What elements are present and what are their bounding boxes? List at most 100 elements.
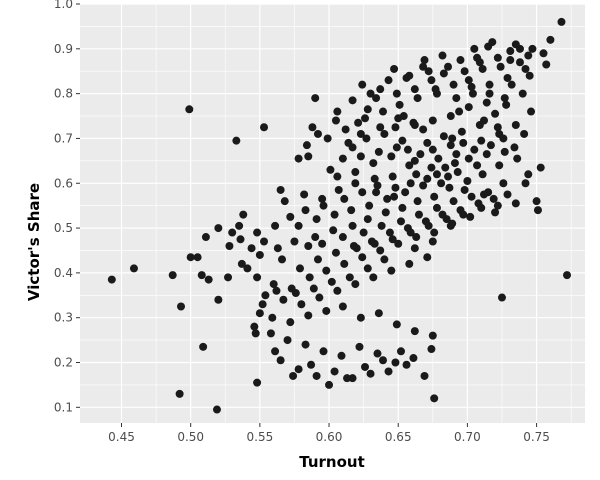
data-point (410, 85, 419, 94)
data-point (510, 143, 519, 152)
data-point (527, 107, 536, 116)
data-point (500, 94, 509, 103)
data-point (395, 100, 404, 109)
data-point (439, 132, 448, 141)
data-point (333, 172, 342, 181)
data-point (307, 360, 316, 369)
data-point (318, 194, 327, 203)
data-point (305, 273, 314, 282)
data-point (391, 123, 400, 132)
data-point (515, 58, 524, 67)
data-point (536, 163, 545, 172)
x-tick-label: 0.70 (454, 430, 481, 444)
data-point (446, 112, 455, 121)
data-point (391, 358, 400, 367)
data-point (448, 134, 457, 143)
data-point (352, 244, 361, 253)
data-point (464, 154, 473, 163)
data-point (286, 318, 295, 327)
data-point (478, 170, 487, 179)
data-point (258, 300, 267, 309)
y-tick-label: 1.0 (54, 0, 73, 11)
data-point (377, 221, 386, 230)
data-point (380, 129, 389, 138)
data-point (380, 255, 389, 264)
data-point (369, 159, 378, 168)
data-point (489, 194, 498, 203)
data-point (528, 44, 537, 53)
data-point (496, 62, 505, 71)
data-point (507, 80, 516, 89)
data-point (358, 80, 367, 89)
data-point (301, 206, 310, 215)
data-point (286, 212, 295, 221)
data-point (260, 237, 269, 246)
data-point (503, 73, 512, 82)
data-point (484, 188, 493, 197)
data-point (370, 239, 379, 248)
data-point (312, 371, 321, 380)
data-point (511, 40, 520, 49)
data-point (491, 208, 500, 217)
data-point (511, 199, 520, 208)
data-point (410, 156, 419, 165)
data-point (439, 69, 448, 78)
data-point (354, 118, 363, 127)
data-point (414, 210, 423, 219)
data-point (428, 237, 437, 246)
data-point (452, 94, 461, 103)
data-point (445, 183, 454, 192)
data-point (388, 172, 397, 181)
data-point (413, 197, 422, 206)
data-point (300, 190, 309, 199)
data-point (366, 89, 375, 98)
data-point (107, 275, 116, 284)
y-tick-label: 0.8 (54, 87, 73, 101)
data-point (503, 190, 512, 199)
data-point (271, 221, 280, 230)
data-point (347, 206, 356, 215)
data-point (376, 246, 385, 255)
x-tick-label: 0.45 (108, 430, 135, 444)
data-point (388, 235, 397, 244)
data-point (363, 105, 372, 114)
data-point (475, 120, 484, 129)
data-point (441, 163, 450, 172)
data-point (312, 215, 321, 224)
data-point (329, 226, 338, 235)
data-point (518, 89, 527, 98)
data-point (493, 201, 502, 210)
x-tick-label: 0.75 (523, 430, 550, 444)
data-point (464, 76, 473, 85)
data-point (323, 134, 332, 143)
data-point (253, 378, 262, 387)
data-point (313, 255, 322, 264)
data-point (372, 188, 381, 197)
data-point (348, 221, 357, 230)
data-point (406, 228, 415, 237)
data-point (326, 165, 335, 174)
data-point (392, 320, 401, 329)
data-point (493, 123, 502, 132)
y-tick-label: 0.2 (54, 356, 73, 370)
data-point (266, 329, 275, 338)
data-point (419, 62, 428, 71)
data-point (308, 123, 317, 132)
data-point (302, 141, 311, 150)
data-point (333, 107, 342, 116)
data-point (338, 302, 347, 311)
y-tick-label: 0.4 (54, 266, 73, 280)
data-point (460, 67, 469, 76)
data-point (557, 17, 566, 26)
data-point (309, 284, 318, 293)
data-point (331, 248, 340, 257)
data-point (401, 188, 410, 197)
data-point (455, 107, 464, 116)
data-point (428, 331, 437, 340)
data-point (351, 168, 360, 177)
data-point (129, 264, 138, 273)
data-point (521, 64, 530, 73)
data-point (406, 179, 415, 188)
data-point (362, 134, 371, 143)
data-point (337, 351, 346, 360)
